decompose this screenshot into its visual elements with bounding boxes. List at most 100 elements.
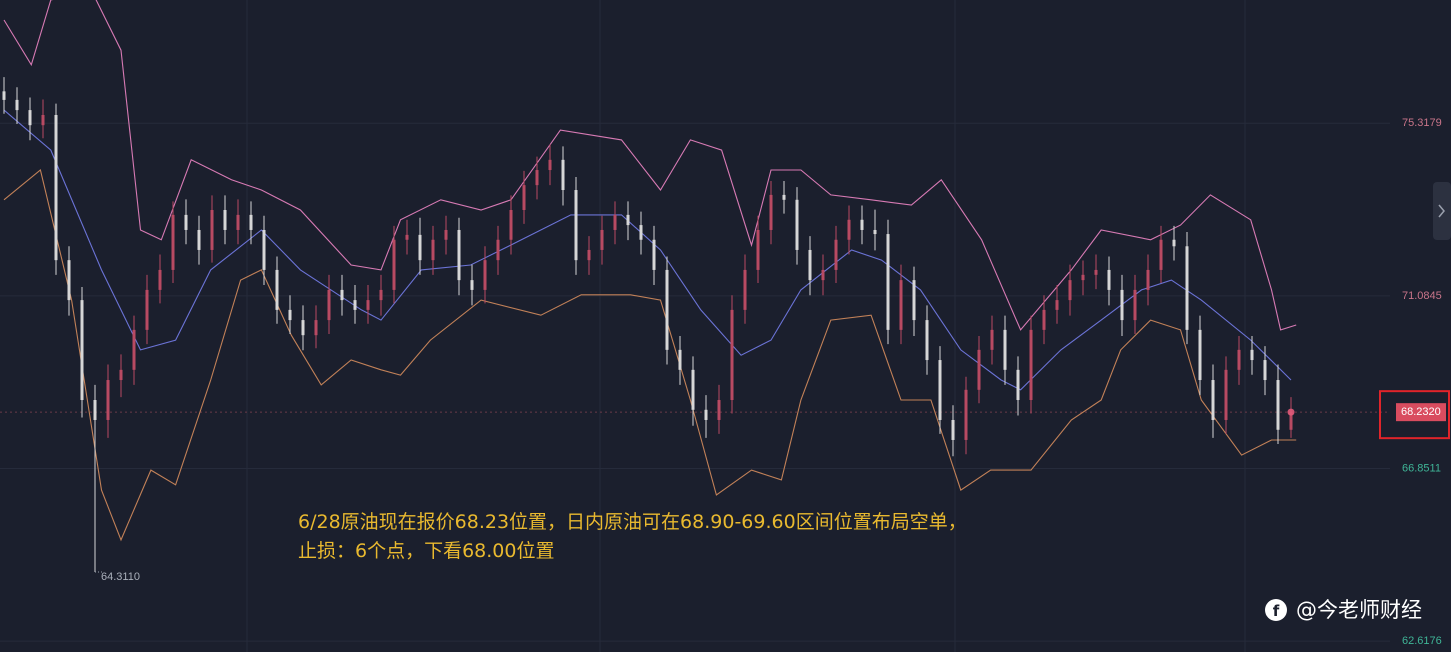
- candle-body: [613, 214, 617, 230]
- candle-body: [444, 229, 448, 240]
- candle-body: [15, 99, 19, 111]
- candle-body: [574, 190, 578, 261]
- y-tick-label: 71.0845: [1402, 290, 1442, 302]
- candle-body: [535, 170, 539, 186]
- candle-body: [652, 239, 656, 270]
- candle-body: [1159, 239, 1163, 270]
- candle-body: [1120, 289, 1124, 321]
- candle-body: [405, 234, 409, 240]
- candle-body: [795, 199, 799, 250]
- axis-background: [1390, 0, 1451, 652]
- candle-body: [67, 260, 71, 301]
- candle-body: [119, 369, 123, 381]
- candle-body: [925, 320, 929, 361]
- candle-body: [353, 300, 357, 310]
- bands: [3, 0, 1297, 542]
- candle-body: [1146, 269, 1150, 290]
- candle-body: [457, 229, 461, 281]
- candle-body: [977, 349, 981, 390]
- candle-body: [717, 400, 721, 420]
- candle-body: [1029, 329, 1033, 401]
- candle-body: [496, 239, 500, 261]
- candle-body: [769, 194, 773, 230]
- candle-body: [1042, 309, 1046, 330]
- candle-body: [665, 269, 669, 350]
- candle-body: [964, 389, 968, 440]
- candle-body: [392, 239, 396, 290]
- candle-body: [158, 269, 162, 290]
- candle-body: [236, 214, 240, 230]
- candles: 64.3110: [2, 77, 1295, 583]
- candle-body: [288, 309, 292, 321]
- candle-body: [990, 329, 994, 350]
- grid: [0, 122, 1390, 642]
- candle-body: [951, 419, 955, 440]
- candle-body: [301, 320, 305, 336]
- candle-body: [418, 234, 422, 261]
- candle-body: [782, 194, 786, 200]
- candle-body: [743, 269, 747, 310]
- y-tick-label: 75.3179: [1402, 117, 1442, 129]
- watermark: @今老师财经: [1296, 598, 1422, 622]
- side-toggle[interactable]: [1433, 182, 1451, 240]
- highlight-box: [1379, 390, 1450, 440]
- annotation-line: 6/28原油现在报价68.23位置，日内原油可在68.90-69.60区间位置布…: [298, 511, 967, 533]
- candle-body: [639, 225, 643, 240]
- candle-body: [249, 214, 253, 230]
- candle-body: [1263, 360, 1267, 381]
- last-price-dot: [1287, 408, 1295, 416]
- candle-body: [2, 91, 6, 100]
- candle-body: [28, 110, 32, 126]
- candle-body: [223, 209, 227, 230]
- candle-body: [41, 114, 45, 126]
- candle-body: [1172, 239, 1176, 247]
- candle-body: [756, 229, 760, 270]
- y-tick-label: 62.6176: [1402, 635, 1442, 647]
- candle-body: [691, 369, 695, 410]
- candle-body: [197, 229, 201, 250]
- candle-body: [860, 219, 864, 230]
- candle-body: [704, 409, 708, 420]
- candle-body: [1055, 300, 1059, 310]
- candle-body: [314, 320, 318, 336]
- candle-body: [80, 300, 84, 401]
- candle-body: [145, 289, 149, 330]
- candle-body: [366, 300, 370, 310]
- candle-body: [1289, 412, 1293, 430]
- candle-body: [678, 349, 682, 370]
- price-axis: 75.3179 71.0845 66.8511 62.6176 68.2320: [1379, 0, 1451, 652]
- candle-body: [1081, 274, 1085, 281]
- candle-body: [886, 234, 890, 330]
- candle-body: [912, 280, 916, 321]
- candle-body: [483, 260, 487, 290]
- candle-body: [275, 269, 279, 310]
- candle-body: [1003, 329, 1007, 370]
- watermark-icon: f: [1265, 599, 1287, 621]
- candle-body: [1068, 280, 1072, 301]
- candle-body: [470, 280, 474, 290]
- min-price-label: 64.3110: [101, 571, 140, 583]
- candle-body: [327, 289, 331, 321]
- candle-body: [184, 214, 188, 230]
- candle-body: [522, 185, 526, 210]
- candle-body: [873, 229, 877, 235]
- y-tick-label: 66.8511: [1402, 462, 1441, 474]
- candle-body: [1094, 269, 1098, 275]
- last-price-tag: [1396, 403, 1446, 422]
- candle-body: [509, 209, 513, 240]
- candle-body: [132, 329, 136, 370]
- candle-body: [626, 214, 630, 226]
- candle-body: [1237, 349, 1241, 370]
- candle-body: [1133, 289, 1137, 321]
- candle-body: [93, 400, 97, 420]
- candle-body: [587, 249, 591, 261]
- candle-body: [262, 229, 266, 270]
- candle-body: [561, 159, 565, 191]
- candle-body: [171, 214, 175, 270]
- candle-body: [210, 209, 214, 250]
- candle-body: [1250, 349, 1254, 361]
- vertical-grid: [246, 0, 1246, 652]
- band-line: [3, 0, 1297, 331]
